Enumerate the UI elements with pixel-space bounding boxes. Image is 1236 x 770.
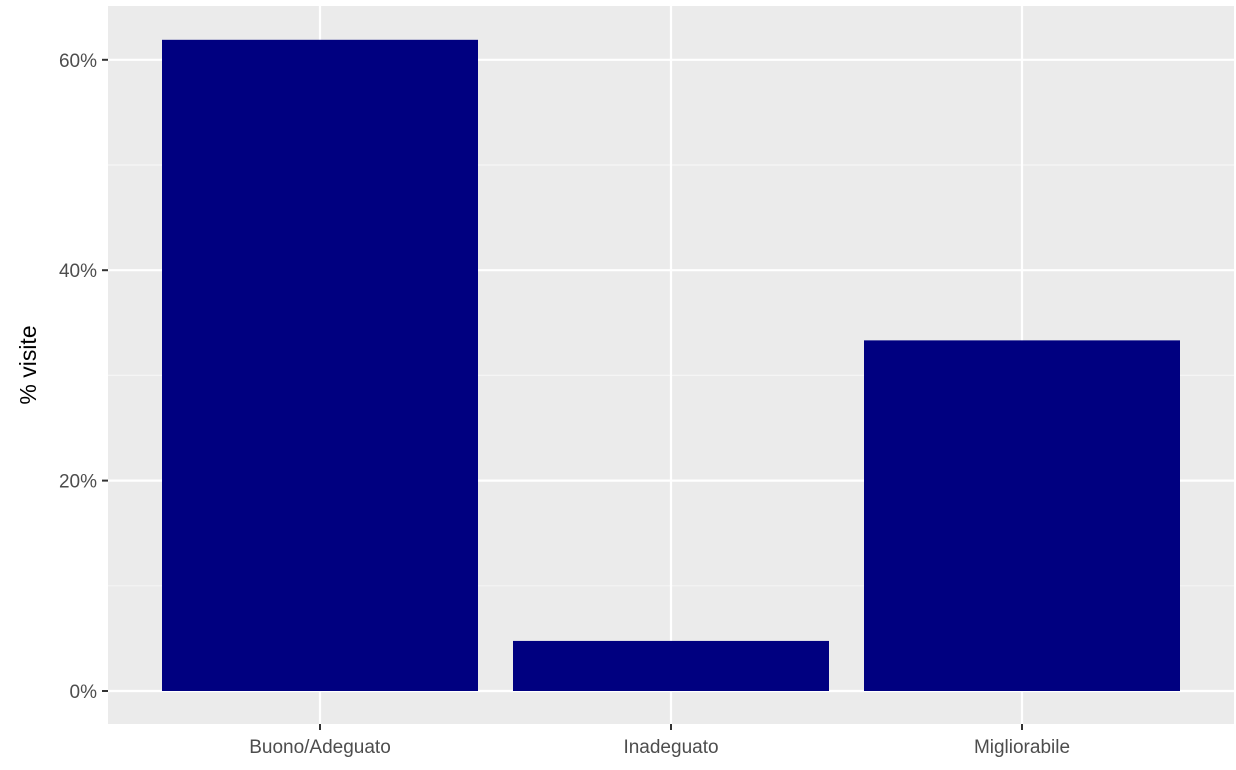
x-axis: Buono/Adeguato Inadeguato Migliorabile <box>249 724 1070 758</box>
y-tick-label: 60% <box>59 51 97 72</box>
y-axis-title: % visite <box>15 325 41 404</box>
bar-buono-adeguato <box>162 39 478 691</box>
y-axis: 0% 20% 40% 60% <box>59 51 108 703</box>
x-tick-label: Migliorabile <box>974 737 1070 758</box>
x-tick-label: Inadeguato <box>623 737 718 758</box>
y-tick-label: 0% <box>70 682 98 703</box>
bars <box>162 39 1180 691</box>
y-tick-label: 20% <box>59 472 97 493</box>
y-tick-label: 40% <box>59 261 97 282</box>
x-tick-label: Buono/Adeguato <box>249 737 391 758</box>
bar-migliorabile <box>864 340 1180 691</box>
bar-inadeguato <box>513 640 829 691</box>
